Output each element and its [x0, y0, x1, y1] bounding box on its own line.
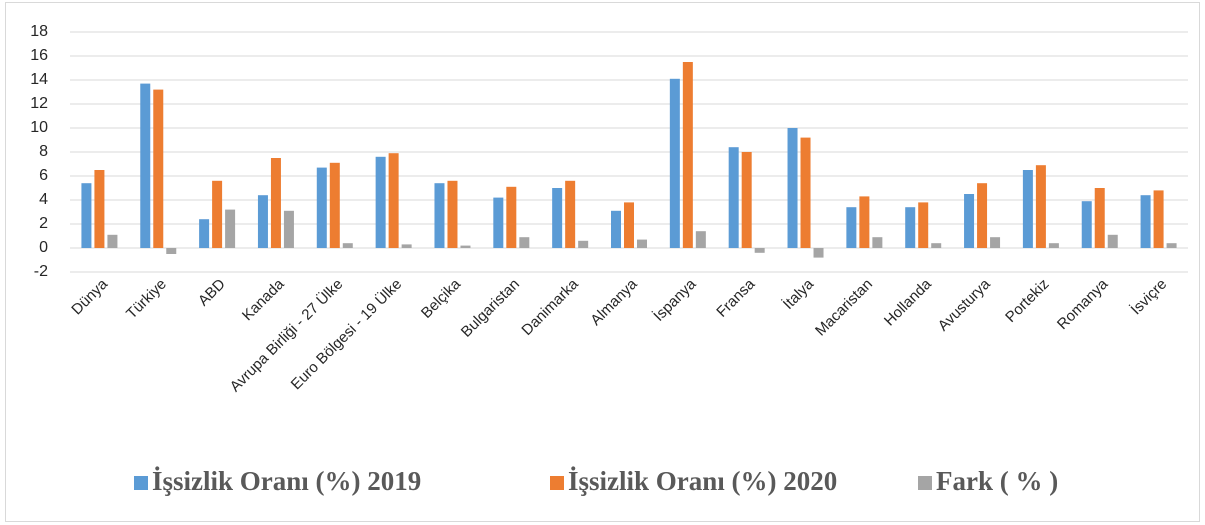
bar	[434, 183, 445, 248]
bar	[342, 243, 353, 248]
bar	[1107, 234, 1118, 248]
bar	[1081, 201, 1092, 248]
legend-swatch	[918, 476, 932, 490]
bar	[447, 180, 458, 248]
bar	[669, 78, 680, 248]
legend-swatch	[550, 476, 564, 490]
bar	[565, 180, 576, 248]
bar	[199, 219, 210, 248]
y-tick-label: 0	[39, 239, 48, 256]
bar	[166, 248, 177, 254]
bar	[859, 196, 870, 248]
bar	[519, 237, 530, 248]
bar	[931, 243, 942, 248]
legend-label: İşsizlik Oranı (%) 2020	[568, 466, 837, 496]
y-tick-label: 4	[39, 191, 48, 208]
bar	[813, 248, 824, 258]
legend-label: İşsizlik Oranı (%) 2019	[152, 466, 421, 496]
y-tick-label: 14	[30, 71, 48, 88]
bar	[1153, 190, 1164, 248]
bar	[81, 183, 92, 248]
y-tick-label: 10	[30, 119, 48, 136]
bar	[846, 207, 857, 248]
bar	[493, 197, 504, 248]
bar	[800, 137, 811, 248]
chart-frame	[5, 2, 1200, 522]
bar	[153, 89, 164, 248]
bar	[695, 231, 706, 248]
bar	[401, 244, 412, 248]
bar	[94, 170, 105, 248]
bar	[212, 180, 223, 248]
bar	[388, 153, 399, 248]
bar	[624, 202, 634, 248]
bar	[1166, 243, 1177, 248]
y-tick-label: 8	[39, 143, 48, 160]
bar	[1048, 243, 1059, 248]
bar	[283, 210, 294, 248]
bar	[905, 207, 916, 248]
legend-swatch	[134, 476, 148, 490]
bar	[506, 186, 517, 248]
bar	[329, 162, 340, 248]
bar	[552, 188, 563, 248]
bar	[1094, 188, 1105, 248]
bar	[637, 239, 647, 248]
bar	[728, 147, 739, 248]
bar	[990, 237, 1001, 248]
bar	[1140, 195, 1151, 248]
legend-label: Fark ( % )	[936, 466, 1058, 496]
y-tick-label: -2	[34, 263, 48, 280]
bar	[611, 210, 621, 248]
y-tick-label: 18	[30, 23, 48, 40]
y-tick-label: 16	[30, 47, 48, 64]
bar	[754, 248, 765, 253]
bar	[270, 158, 281, 248]
bar	[787, 128, 798, 248]
bar	[741, 152, 752, 248]
y-tick-label: 2	[39, 215, 48, 232]
bar	[225, 209, 236, 248]
bar	[107, 234, 118, 248]
bar	[578, 240, 589, 248]
bar	[977, 183, 988, 248]
bar	[257, 195, 268, 248]
bar	[918, 202, 929, 248]
bar	[1035, 165, 1046, 248]
y-tick-label: 12	[30, 95, 48, 112]
bar	[316, 167, 327, 248]
bar	[140, 83, 151, 248]
bar	[375, 156, 386, 248]
bar	[872, 237, 883, 248]
y-tick-label: 6	[39, 167, 48, 184]
bar	[460, 245, 471, 248]
bar	[964, 194, 975, 248]
bar	[1022, 170, 1033, 248]
bar	[682, 62, 693, 248]
